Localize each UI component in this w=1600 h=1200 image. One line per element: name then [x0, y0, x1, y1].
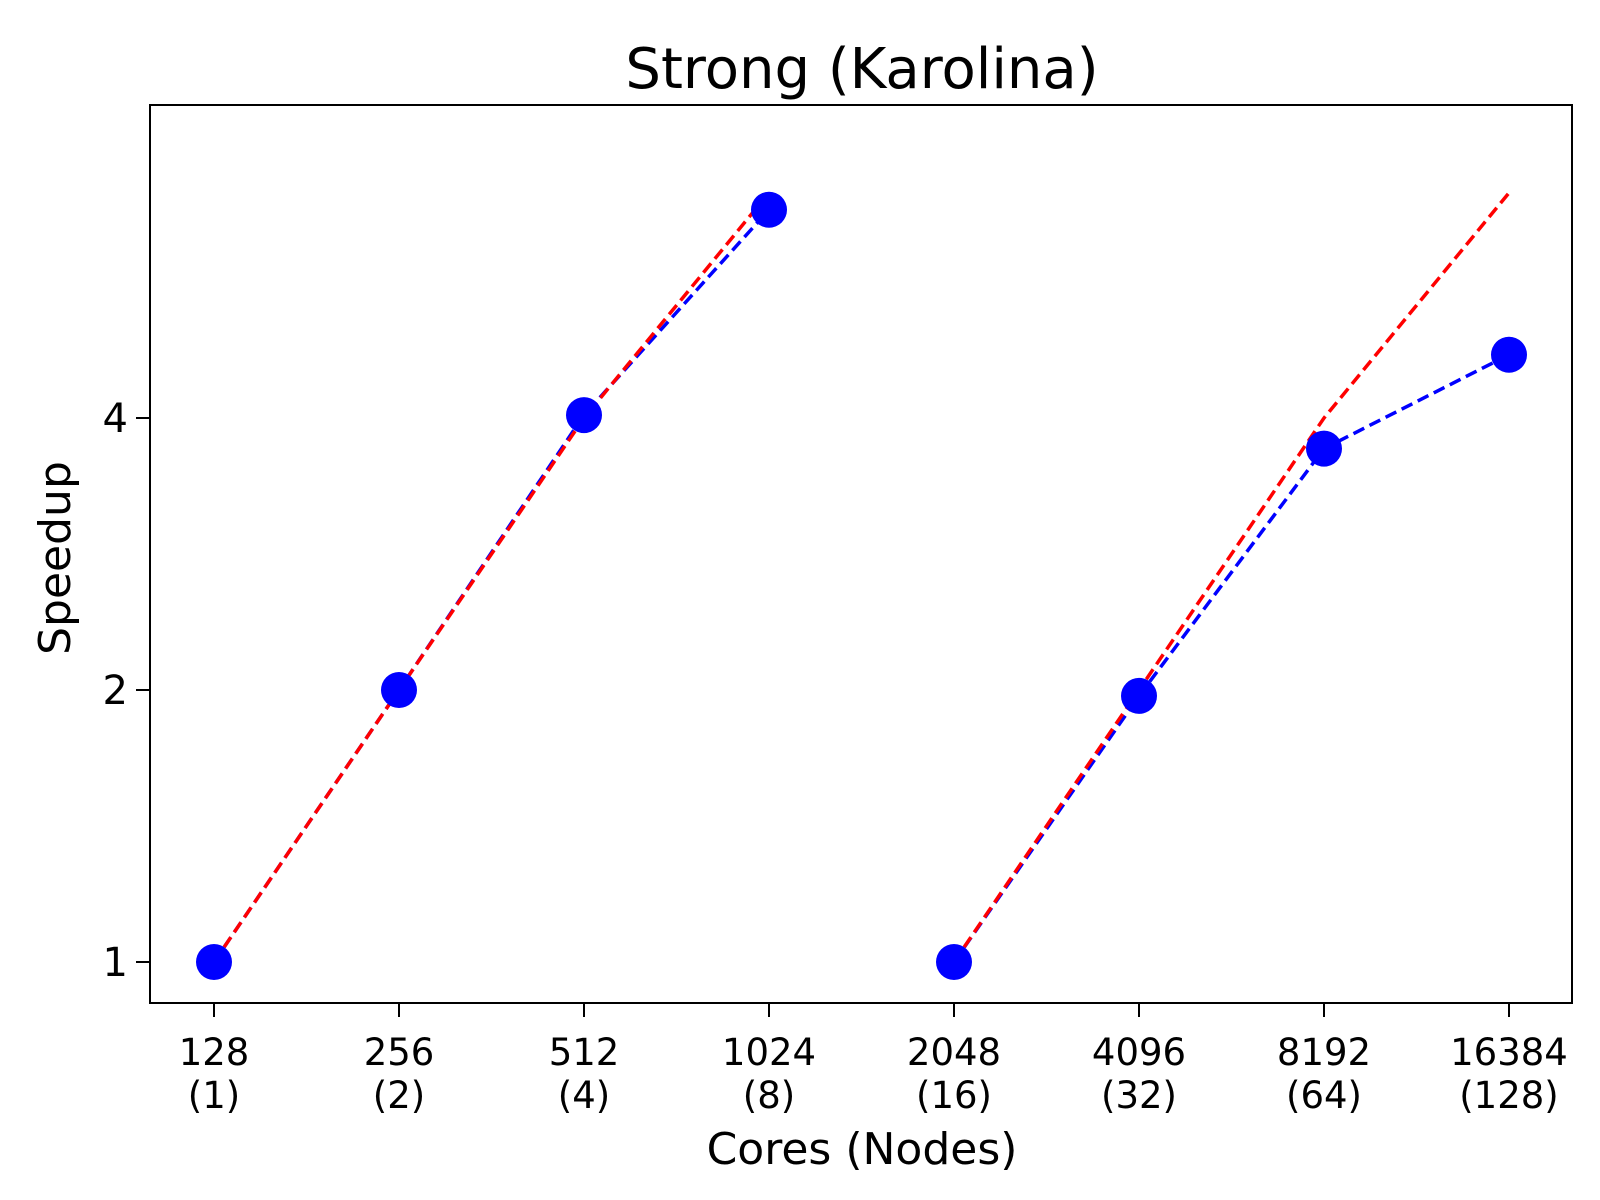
data-point: [381, 672, 417, 708]
x-tick-label-nodes: (4): [558, 1074, 610, 1117]
data-point: [1306, 430, 1342, 467]
plot-area-frame: [149, 104, 1573, 1004]
x-tick-label-nodes: (32): [1101, 1074, 1177, 1117]
data-point: [1121, 677, 1157, 714]
y-axis-label: Speedup: [30, 461, 81, 655]
x-axis-ticks: 128(1) 256(2) 512(4) 1024(8) 2048(16) 4096(32…: [179, 1003, 1568, 1117]
x-axis-label: Cores (Nodes): [707, 1124, 1018, 1175]
data-point: [1491, 336, 1527, 373]
data-point: [751, 191, 787, 228]
x-tick-label-nodes: (8): [743, 1074, 795, 1117]
y-tick-label: 1: [103, 940, 128, 986]
data-point: [566, 397, 602, 434]
x-tick-label-cores: 16384: [1450, 1031, 1568, 1074]
series-layer: [196, 191, 1527, 980]
x-tick-label-nodes: (128): [1459, 1074, 1559, 1117]
x-tick-label-cores: 8192: [1277, 1031, 1371, 1074]
y-axis-ticks: 1 2 4: [103, 396, 150, 986]
y-tick-label: 2: [103, 668, 128, 714]
chart-title: Strong (Karolina): [625, 37, 1098, 102]
ideal-speedup-line: [212, 191, 771, 963]
x-tick-label-cores: 128: [179, 1031, 250, 1074]
ideal-speedup-line: [952, 191, 1511, 963]
x-tick-label-nodes: (2): [373, 1074, 425, 1117]
data-point: [936, 944, 972, 980]
measured-speedup-line: [212, 208, 771, 963]
x-tick-label-cores: 512: [549, 1031, 620, 1074]
x-tick-label-cores: 4096: [1092, 1031, 1186, 1074]
x-tick-label-nodes: (16): [916, 1074, 992, 1117]
measured-speedup-line: [952, 353, 1510, 963]
y-tick-label: 4: [103, 396, 128, 442]
x-tick-label-cores: 1024: [722, 1031, 816, 1074]
x-tick-label-cores: 256: [364, 1031, 435, 1074]
x-tick-label-cores: 2048: [907, 1031, 1001, 1074]
x-tick-label-nodes: (64): [1286, 1074, 1362, 1117]
x-tick-label-nodes: (1): [188, 1074, 240, 1117]
data-point: [196, 944, 232, 980]
